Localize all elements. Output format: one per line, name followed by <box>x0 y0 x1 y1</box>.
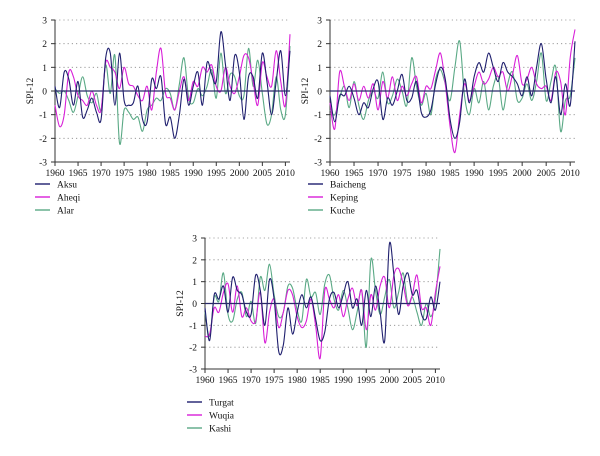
y-tick-label: 0 <box>192 300 197 310</box>
x-tick-label: 2000 <box>380 376 399 386</box>
x-tick-label: 1990 <box>465 169 484 179</box>
x-tick-label: 1980 <box>417 169 436 179</box>
x-tick-label: 1995 <box>357 376 376 386</box>
y-axis-label: SPI-12 <box>26 78 36 105</box>
y-tick-label: -2 <box>39 135 47 145</box>
x-tick-label: 1970 <box>92 169 111 179</box>
x-tick-label: 2010 <box>276 169 295 179</box>
series-line-aksu <box>54 31 291 139</box>
x-tick-label: 1980 <box>288 376 307 386</box>
x-tick-label: 1985 <box>441 169 460 179</box>
x-tick-label: 1985 <box>311 376 330 386</box>
legend-label-keping: Keping <box>330 194 358 204</box>
y-tick-label: 3 <box>317 17 322 27</box>
y-tick-label: 2 <box>317 40 322 50</box>
y-axis-label: SPI-12 <box>176 290 186 317</box>
y-tick-label: -1 <box>189 322 197 332</box>
x-tick-label: 1975 <box>265 376 284 386</box>
series-line-baicheng <box>329 41 576 139</box>
y-tick-label: 0 <box>317 88 322 98</box>
chart-panel-3: -3 -2 -1 0 1 2 3 1960 1965 1970 1975 1980 1985 1990 19… <box>176 235 445 435</box>
x-tick-label: 1975 <box>393 169 412 179</box>
y-tick-label: 0 <box>42 88 47 98</box>
legend-label-kuche: Kuche <box>330 207 355 217</box>
x-tick-label: 2010 <box>561 169 580 179</box>
x-tick-label: 1960 <box>46 169 65 179</box>
x-tick-label: 2010 <box>426 376 445 386</box>
x-tick-label: 1960 <box>196 376 215 386</box>
x-tick-label: 2005 <box>403 376 422 386</box>
series-line-keping <box>329 29 576 154</box>
legend-label-turgat: Turgat <box>209 399 234 409</box>
y-tick-label: 3 <box>42 17 47 27</box>
y-tick-label: -1 <box>314 111 322 121</box>
y-tick-label: 2 <box>192 256 197 266</box>
x-tick-label: 1970 <box>369 169 388 179</box>
x-tick-label: 1965 <box>69 169 88 179</box>
x-tick-label: 1960 <box>321 169 340 179</box>
y-tick-label: -1 <box>39 111 47 121</box>
x-tick-label: 1965 <box>345 169 364 179</box>
legend-label-aheqi: Aheqi <box>57 194 81 204</box>
y-tick-label: -2 <box>314 135 322 145</box>
x-tick-label: 1985 <box>161 169 180 179</box>
series-line-aheqi <box>54 34 291 128</box>
y-tick-label: -2 <box>189 344 197 354</box>
y-tick-label: 1 <box>317 64 322 74</box>
x-tick-label: 2005 <box>537 169 556 179</box>
series-line-wuqia <box>204 266 441 360</box>
y-tick-label: -3 <box>39 159 47 169</box>
x-tick-label: 2000 <box>230 169 249 179</box>
y-axis-label: SPI-12 <box>301 78 311 105</box>
chart-panel-2: -3 -2 -1 0 1 2 3 1960 1965 1970 1975 1980 1985 1990 19… <box>301 17 580 217</box>
x-tick-label: 1980 <box>138 169 157 179</box>
x-tick-label: 1995 <box>489 169 508 179</box>
y-tick-label: 1 <box>192 278 197 288</box>
x-tick-label: 1965 <box>219 376 238 386</box>
x-tick-label: 1970 <box>242 376 261 386</box>
x-tick-label: 1990 <box>334 376 353 386</box>
legend-label-kashi: Kashi <box>209 425 232 435</box>
legend-label-alar: Alar <box>57 207 75 217</box>
legend-label-aksu: Aksu <box>57 181 77 191</box>
y-tick-label: -3 <box>314 159 322 169</box>
x-tick-label: 1975 <box>115 169 134 179</box>
y-tick-label: 1 <box>42 64 47 74</box>
x-tick-label: 1995 <box>207 169 226 179</box>
y-tick-label: 3 <box>192 235 197 245</box>
x-tick-label: 1990 <box>184 169 203 179</box>
x-tick-label: 2000 <box>513 169 532 179</box>
y-tick-label: -3 <box>189 366 197 376</box>
legend-label-baicheng: Baicheng <box>330 181 366 191</box>
legend-label-wuqia: Wuqia <box>209 412 235 422</box>
series-line-turgat <box>204 241 441 356</box>
y-tick-label: 2 <box>42 40 47 50</box>
x-tick-label: 2005 <box>253 169 272 179</box>
chart-panel-1: -3 -2 -1 0 1 2 3 1960 1965 1970 1975 1980 1985 1990 19… <box>26 17 295 217</box>
